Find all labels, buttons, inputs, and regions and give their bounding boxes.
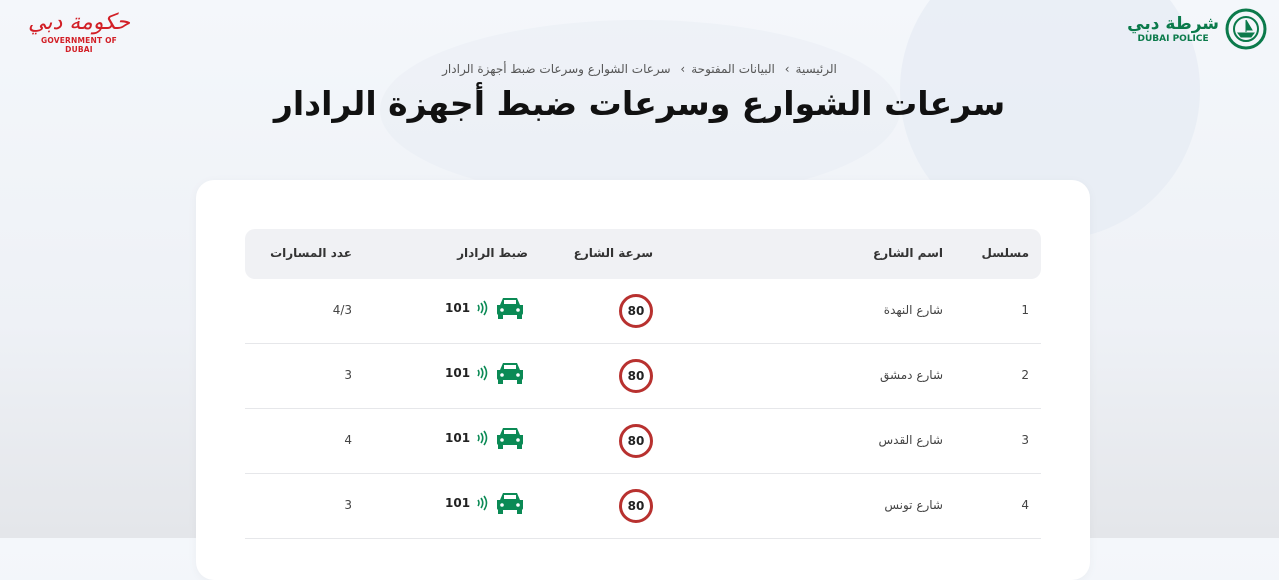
radar-setting-cell: 101 [445, 490, 526, 516]
radar-waves-icon [477, 495, 488, 511]
dubai-police-logo[interactable]: شرطة دبي DUBAI POLICE [1127, 8, 1267, 50]
radar-value: 101 [445, 366, 471, 380]
breadcrumb: الرئيسية› البيانات المفتوحة› سرعات الشوا… [442, 62, 837, 76]
speed-value: 80 [627, 499, 645, 513]
lanes-cell: 4 [344, 433, 352, 447]
breadcrumb-open-data[interactable]: البيانات المفتوحة [691, 62, 775, 76]
speed-value: 80 [627, 434, 645, 448]
car-icon [497, 428, 524, 449]
header-radar: ضبط الرادار [457, 246, 528, 260]
radar-value: 101 [445, 431, 471, 445]
serial-cell: 3 [1021, 433, 1029, 447]
speed-value: 80 [627, 304, 645, 318]
radar-waves-icon [477, 430, 488, 446]
speed-limit-sign: 80 [619, 359, 653, 393]
lanes-cell: 3 [344, 368, 352, 382]
radar-waves-icon [477, 365, 488, 381]
radar-value: 101 [445, 496, 471, 510]
table-row: 3 شارع القدس 80 101 4 [245, 409, 1041, 474]
radar-setting-cell: 101 [445, 295, 526, 321]
government-of-dubai-logo[interactable]: حكومة دبي GOVERNMENT OF DUBAI [28, 10, 130, 54]
street-name-cell: شارع دمشق [880, 368, 943, 382]
page-title: سرعات الشوارع وسرعات ضبط أجهزة الرادار [273, 84, 1006, 123]
serial-cell: 4 [1021, 498, 1029, 512]
lanes-cell: 4/3 [332, 303, 352, 317]
street-name-cell: شارع النهدة [883, 303, 943, 317]
speed-limit-sign: 80 [619, 489, 653, 523]
background-decoration [380, 20, 900, 200]
breadcrumb-current: سرعات الشوارع وسرعات ضبط أجهزة الرادار [442, 62, 671, 76]
car-icon [497, 493, 524, 514]
speed-value: 80 [627, 369, 645, 383]
radar-setting-cell: 101 [445, 360, 526, 386]
header-street: اسم الشارع [873, 246, 943, 260]
table-row: 1 شارع النهدة 80 101 4/3 [245, 279, 1041, 344]
speed-limit-sign: 80 [619, 294, 653, 328]
serial-cell: 1 [1021, 303, 1029, 317]
radar-setting-cell: 101 [445, 425, 526, 451]
street-name-cell: شارع القدس [878, 433, 944, 447]
header-serial: مسلسل [981, 246, 1029, 260]
radar-value: 101 [445, 301, 471, 315]
breadcrumb-home[interactable]: الرئيسية [795, 62, 837, 76]
speed-limit-sign: 80 [619, 424, 653, 458]
police-emblem-icon [1225, 8, 1267, 50]
serial-cell: 2 [1021, 368, 1029, 382]
speed-table-card: مسلسل اسم الشارع سرعة الشارع ضبط الرادار… [196, 180, 1090, 580]
table-row: 4 شارع تونس 80 101 3 [245, 474, 1041, 539]
header-speed: سرعة الشارع [573, 246, 653, 260]
lanes-cell: 3 [344, 498, 352, 512]
table-row: 2 شارع دمشق 80 101 3 [245, 344, 1041, 409]
car-icon [497, 298, 524, 319]
street-name-cell: شارع تونس [884, 498, 943, 512]
table-header: مسلسل اسم الشارع سرعة الشارع ضبط الرادار… [245, 229, 1041, 279]
car-icon [497, 363, 524, 384]
header-lanes: عدد المسارات [270, 246, 352, 260]
radar-waves-icon [477, 300, 488, 316]
